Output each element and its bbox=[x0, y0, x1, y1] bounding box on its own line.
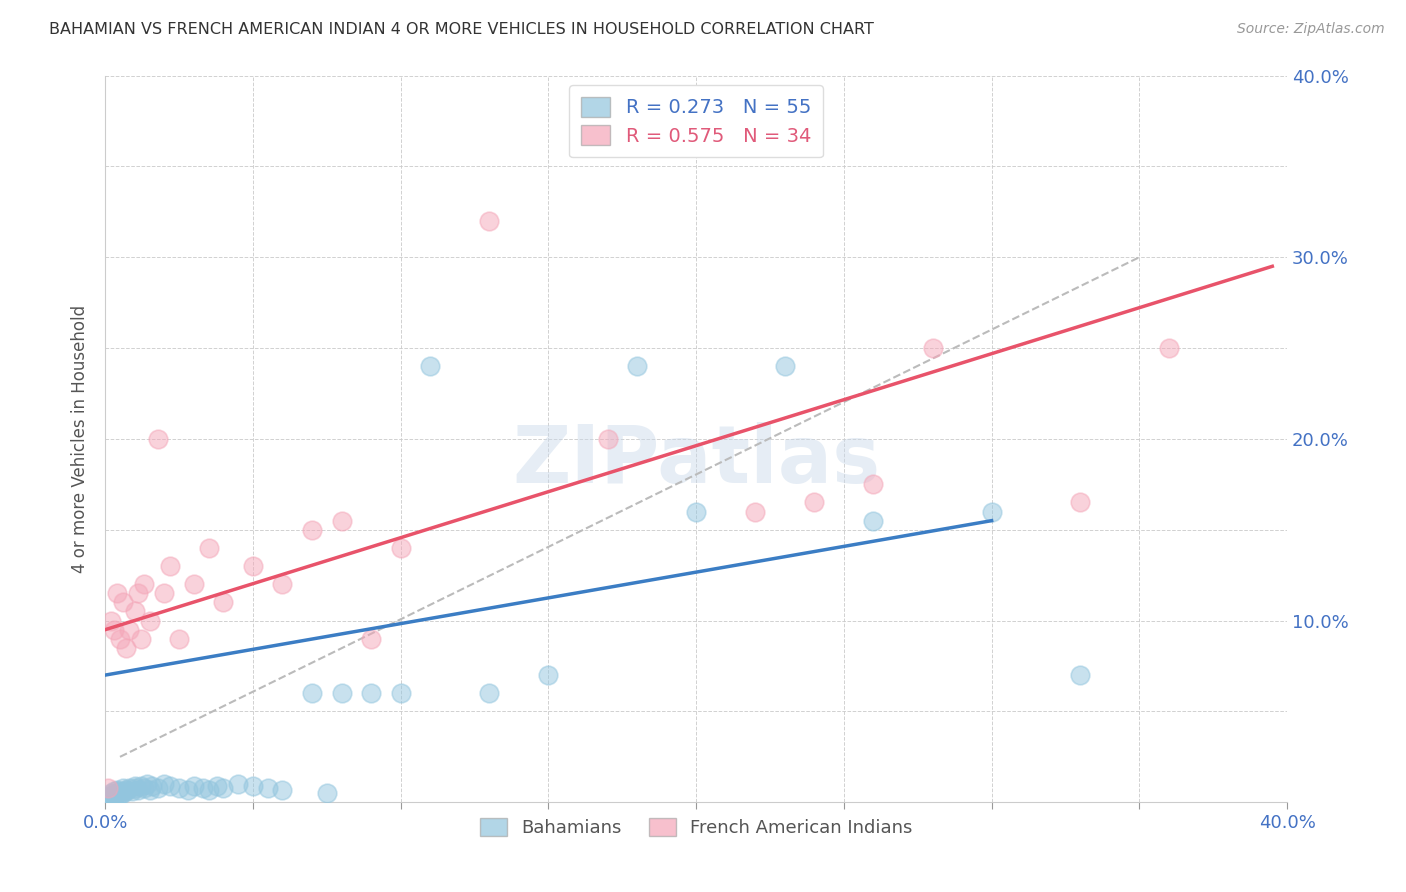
Point bbox=[773, 359, 796, 374]
Point bbox=[862, 477, 884, 491]
Point bbox=[103, 791, 125, 805]
Point bbox=[360, 686, 382, 700]
Point bbox=[389, 541, 412, 555]
Point bbox=[197, 541, 219, 555]
Point bbox=[271, 577, 294, 591]
Point bbox=[138, 614, 160, 628]
Point bbox=[148, 780, 170, 795]
Text: ZIPatlas: ZIPatlas bbox=[512, 422, 880, 500]
Point bbox=[108, 632, 131, 646]
Point bbox=[111, 780, 134, 795]
Point bbox=[271, 782, 294, 797]
Point bbox=[118, 623, 141, 637]
Legend: Bahamians, French American Indians: Bahamians, French American Indians bbox=[472, 810, 920, 844]
Point bbox=[153, 586, 176, 600]
Point bbox=[115, 640, 138, 655]
Y-axis label: 4 or more Vehicles in Household: 4 or more Vehicles in Household bbox=[72, 305, 89, 573]
Point bbox=[744, 505, 766, 519]
Point bbox=[159, 779, 181, 793]
Point bbox=[127, 782, 149, 797]
Point bbox=[301, 523, 323, 537]
Point bbox=[478, 686, 501, 700]
Point bbox=[315, 786, 337, 800]
Point bbox=[103, 623, 125, 637]
Point bbox=[389, 686, 412, 700]
Point bbox=[129, 632, 152, 646]
Point bbox=[100, 614, 122, 628]
Point bbox=[685, 505, 707, 519]
Point bbox=[226, 777, 249, 791]
Point bbox=[124, 605, 146, 619]
Point bbox=[980, 505, 1002, 519]
Point bbox=[167, 780, 190, 795]
Point bbox=[803, 495, 825, 509]
Point bbox=[212, 780, 235, 795]
Point bbox=[124, 780, 146, 795]
Point bbox=[330, 686, 353, 700]
Point bbox=[256, 780, 278, 795]
Point bbox=[212, 595, 235, 609]
Point bbox=[138, 782, 160, 797]
Text: BAHAMIAN VS FRENCH AMERICAN INDIAN 4 OR MORE VEHICLES IN HOUSEHOLD CORRELATION C: BAHAMIAN VS FRENCH AMERICAN INDIAN 4 OR … bbox=[49, 22, 875, 37]
Point bbox=[108, 788, 131, 802]
Point bbox=[242, 779, 264, 793]
Point bbox=[135, 777, 157, 791]
Point bbox=[242, 559, 264, 574]
Point bbox=[148, 432, 170, 446]
Point bbox=[97, 780, 120, 795]
Point bbox=[1069, 495, 1091, 509]
Point bbox=[1069, 668, 1091, 682]
Point bbox=[105, 782, 128, 797]
Point bbox=[177, 782, 200, 797]
Point bbox=[360, 632, 382, 646]
Point bbox=[129, 779, 152, 793]
Point bbox=[127, 586, 149, 600]
Point bbox=[1157, 341, 1180, 355]
Point bbox=[183, 577, 205, 591]
Point bbox=[121, 784, 143, 798]
Point bbox=[97, 791, 120, 805]
Point bbox=[132, 577, 155, 591]
Point bbox=[141, 779, 163, 793]
Point bbox=[111, 595, 134, 609]
Point bbox=[478, 214, 501, 228]
Point bbox=[97, 789, 120, 804]
Point bbox=[183, 779, 205, 793]
Point bbox=[330, 514, 353, 528]
Text: Source: ZipAtlas.com: Source: ZipAtlas.com bbox=[1237, 22, 1385, 37]
Point bbox=[159, 559, 181, 574]
Point bbox=[100, 788, 122, 802]
Point bbox=[191, 780, 214, 795]
Point bbox=[207, 779, 229, 793]
Point bbox=[596, 432, 619, 446]
Point bbox=[105, 786, 128, 800]
Point bbox=[153, 777, 176, 791]
Point bbox=[115, 784, 138, 798]
Point bbox=[197, 782, 219, 797]
Point bbox=[124, 779, 146, 793]
Point bbox=[118, 780, 141, 795]
Point bbox=[862, 514, 884, 528]
Point bbox=[626, 359, 648, 374]
Point bbox=[167, 632, 190, 646]
Point bbox=[537, 668, 560, 682]
Point bbox=[111, 786, 134, 800]
Point bbox=[132, 780, 155, 795]
Point bbox=[100, 789, 122, 804]
Point bbox=[103, 784, 125, 798]
Point bbox=[105, 789, 128, 804]
Point bbox=[100, 786, 122, 800]
Point bbox=[105, 586, 128, 600]
Point bbox=[103, 788, 125, 802]
Point bbox=[115, 782, 138, 797]
Point bbox=[108, 784, 131, 798]
Point bbox=[419, 359, 441, 374]
Point bbox=[921, 341, 943, 355]
Point bbox=[301, 686, 323, 700]
